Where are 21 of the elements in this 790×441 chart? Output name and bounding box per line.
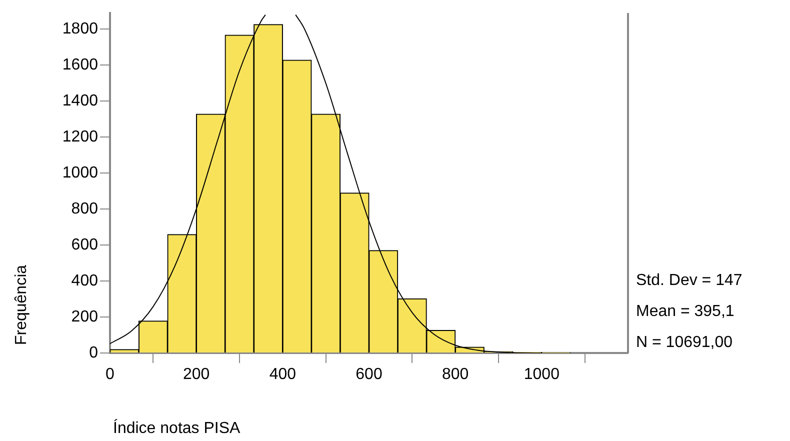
- x-tick-label: 600: [356, 366, 382, 384]
- x-axis-title: Índice notas PISA: [113, 420, 240, 438]
- y-axis-title: Frequência: [13, 264, 31, 346]
- y-tick-label: 1600: [62, 56, 98, 74]
- y-tick-label: 0: [89, 344, 98, 362]
- y-tick-label: 600: [71, 236, 98, 254]
- x-tick-label: 1000: [524, 366, 560, 384]
- y-tick-label: 1000: [62, 164, 98, 182]
- text: Std. Dev = 147: [636, 272, 742, 290]
- y-tick-label: 800: [71, 200, 98, 218]
- y-tick-label: 1800: [62, 20, 98, 38]
- y-tick-label: 400: [71, 272, 98, 290]
- text: N = 10691,00: [636, 334, 733, 352]
- y-tick-label: 1400: [62, 92, 98, 110]
- y-tick-label: 1200: [62, 128, 98, 146]
- y-tick-label: 200: [71, 308, 98, 326]
- text: Mean = 395,1: [636, 303, 734, 321]
- x-tick-label: 200: [182, 366, 210, 384]
- x-tick-label: 0: [106, 366, 115, 384]
- x-tick-label: 800: [442, 366, 469, 384]
- x-tick-label: 400: [269, 366, 296, 384]
